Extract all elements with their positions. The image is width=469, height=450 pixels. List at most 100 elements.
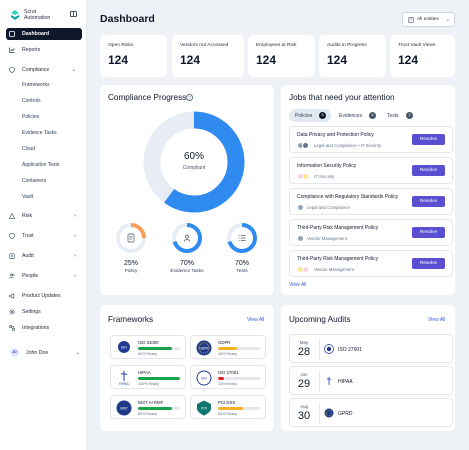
user-menu[interactable]: JD John Doe ⌄ xyxy=(8,347,80,359)
framework-item-pci-dss[interactable]: PCI PCI DSS 60% Ready xyxy=(190,395,266,419)
resolve-button[interactable]: Resolve xyxy=(412,165,445,176)
progress-tests[interactable]: 70% Tests xyxy=(222,222,262,282)
list-icon xyxy=(238,235,246,241)
sidebar-subitem-controls[interactable]: Controls xyxy=(22,98,41,104)
stat-card-employees-at-risk[interactable]: Employees at Risk 124 xyxy=(248,35,315,77)
framework-progress-fill xyxy=(138,347,172,350)
framework-name: PCI DSS xyxy=(218,400,236,405)
framework-name: HIPAA xyxy=(138,370,151,375)
help-icon[interactable]: ? xyxy=(186,94,193,101)
framework-progress-fill xyxy=(138,407,172,410)
stat-value: 124 xyxy=(398,53,419,67)
warning-icon xyxy=(9,213,15,219)
framework-ready: 45% Ready xyxy=(218,352,238,356)
audit-item[interactable]: May 28 ISO 27001 xyxy=(289,334,453,363)
mini-percent: 70% xyxy=(179,260,194,267)
sidebar-subitem-frameworks[interactable]: Frameworks xyxy=(22,82,50,88)
chevron-down-icon: ⌄ xyxy=(445,17,450,23)
tab-tests[interactable]: Tests 2 xyxy=(381,109,417,122)
sidebar-item-people[interactable]: People › xyxy=(6,270,82,282)
sidebar-item-product-updates[interactable]: Product Updates xyxy=(6,290,82,302)
resolve-button[interactable]: Resolve xyxy=(412,258,445,269)
sidebar-subitem-policies[interactable]: Policies xyxy=(22,114,40,120)
sidebar-item-risk[interactable]: Risk › xyxy=(6,210,82,222)
audit-name: ISO 27001 xyxy=(338,346,362,353)
framework-item-iso-31000[interactable]: ISO ISO 31000 80% Ready xyxy=(110,335,186,359)
stat-card-vendors-not-accessed[interactable]: Vendors not Accessed 124 xyxy=(172,35,244,77)
sidebar-item-dashboard[interactable]: Dashboard xyxy=(6,28,82,40)
stat-label: Vendors not Accessed xyxy=(180,43,229,48)
tab-count-badge: 5 xyxy=(319,112,326,119)
sidebar-item-reports[interactable]: Reports xyxy=(6,44,82,56)
sidebar-item-trust[interactable]: Trust › xyxy=(6,230,82,242)
upcoming-audits-card: Upcoming Audits View All May 28 ISO 2700… xyxy=(281,305,455,431)
sidebar-item-settings[interactable]: Settings xyxy=(6,306,82,318)
sidebar-subitem-application-tests[interactable]: Application Tests xyxy=(22,162,60,168)
sidebar-item-integrations[interactable]: Integrations xyxy=(6,322,82,334)
audit-item[interactable]: Aug 30 GPRD xyxy=(289,398,453,427)
job-item[interactable]: Third-Party Risk Management Policy Vendo… xyxy=(289,250,453,277)
sidebar-collapse-icon[interactable] xyxy=(70,11,77,17)
brand-logo[interactable]: Scrut Automation xyxy=(9,9,73,23)
stat-label: Audits in Progress xyxy=(327,43,367,48)
chevron-right-icon: › xyxy=(74,273,76,279)
job-item[interactable]: Data Privacy and Protection Policy Legal… xyxy=(289,126,453,153)
job-assignees xyxy=(297,235,311,242)
sidebar-item-label: Product Updates xyxy=(22,293,61,299)
compliance-progress-title: Compliance Progress xyxy=(108,93,187,102)
mini-label: Evidence Tasks xyxy=(170,269,204,274)
iso-31000-logo-icon: ISO xyxy=(118,341,130,353)
avatar xyxy=(302,142,309,149)
frameworks-title: Frameworks xyxy=(108,315,154,324)
framework-item-nist-ai-rmf[interactable]: NIST NIST AI RMF 80% Ready xyxy=(110,395,186,419)
shield-check-icon xyxy=(9,67,15,73)
donut-fill xyxy=(143,111,245,213)
frameworks-view-all-link[interactable]: View All xyxy=(247,317,265,323)
progress-policy[interactable]: 25% Policy xyxy=(111,222,151,282)
stat-card-audits-in-progress[interactable]: Audits in Progress 124 xyxy=(319,35,386,77)
job-tags: Legal and Compliance xyxy=(307,205,350,210)
sidebar-subitem-containers[interactable]: Containers xyxy=(22,178,47,184)
entity-selector[interactable]: All entities ⌄ xyxy=(402,12,455,27)
resolve-button[interactable]: Resolve xyxy=(412,196,445,207)
job-tags: IT Security xyxy=(314,174,335,179)
resolve-button[interactable]: Resolve xyxy=(412,227,445,238)
framework-item-iso-27001[interactable]: ISO ISO 27001 15% Ready xyxy=(190,365,266,389)
sidebar-subitem-evidence-tasks[interactable]: Evidence Tasks xyxy=(22,130,57,136)
logo-text: ISO xyxy=(121,346,127,350)
compliance-progress-card: Compliance Progress ? 60% Compliant 25% … xyxy=(100,85,274,295)
framework-name: GDPR xyxy=(218,340,231,345)
audit-item[interactable]: Jun 29 HIPAA xyxy=(289,366,453,395)
mini-donut-fill xyxy=(227,223,257,253)
job-title: Third-Party Risk Management Policy xyxy=(297,225,379,231)
job-item[interactable]: Third-Party Risk Management Policy Vendo… xyxy=(289,219,453,246)
framework-item-gdpr[interactable]: GDPR GDPR 45% Ready xyxy=(190,335,266,359)
job-item[interactable]: Information Security Policy IT Security … xyxy=(289,157,453,184)
plug-icon xyxy=(9,325,15,331)
job-title: Data Privacy and Protection Policy xyxy=(297,132,374,138)
framework-item-hipaa[interactable]: HIPAA HIPAA 100% Ready xyxy=(110,365,186,389)
divider xyxy=(319,371,320,392)
stat-card-open-risks[interactable]: Open Risks 124 xyxy=(100,35,167,77)
entity-selector-label: All entities xyxy=(417,17,439,22)
framework-progress-bar xyxy=(218,407,260,410)
audit-month: May xyxy=(299,340,309,345)
sidebar-subitem-vault[interactable]: Vault xyxy=(22,194,34,200)
megaphone-icon xyxy=(9,293,15,299)
resolve-button[interactable]: Resolve xyxy=(412,134,445,145)
progress-evidence-tasks[interactable]: 70% Evidence Tasks xyxy=(167,222,207,282)
job-item[interactable]: Compliance with Regulatory Standards Pol… xyxy=(289,188,453,215)
sidebar-item-audit[interactable]: Audit › xyxy=(6,250,82,262)
tab-evidences[interactable]: Evidences 5 xyxy=(333,109,379,122)
chevron-right-icon: › xyxy=(74,253,76,259)
jobs-view-all-link[interactable]: View All xyxy=(289,282,307,288)
framework-progress-fill xyxy=(218,347,237,350)
pci-dss-logo-icon: PCI xyxy=(197,400,211,416)
upcoming-audits-title: Upcoming Audits xyxy=(289,315,351,324)
tab-policies[interactable]: Policies 5 xyxy=(289,109,331,122)
job-tags: Vendor Management xyxy=(314,267,354,272)
stat-card-trust-vault-views[interactable]: Trust Vault Views 124 xyxy=(390,35,455,77)
sidebar-item-compliance[interactable]: Compliance ⌄ xyxy=(6,64,82,76)
audits-view-all-link[interactable]: View All xyxy=(428,317,446,323)
sidebar-subitem-cloud[interactable]: Cloud xyxy=(22,146,36,152)
